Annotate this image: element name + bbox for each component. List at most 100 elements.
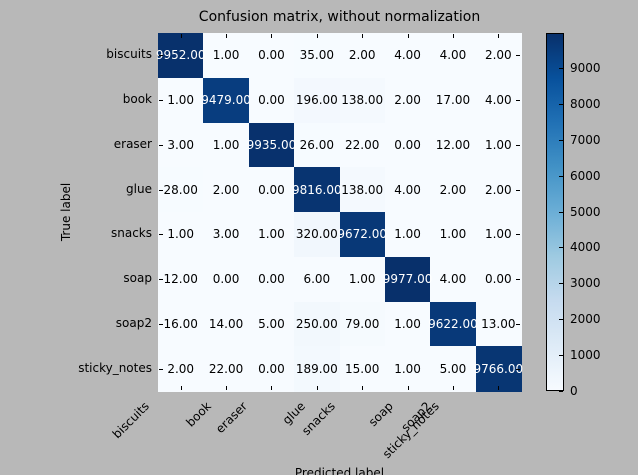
matrix-cell [384,33,431,79]
matrix-cell-value: 2.00 [484,48,512,63]
matrix-cell [475,77,522,123]
x-axis-label: Predicted label [294,466,385,475]
matrix-cell-value: 17.00 [435,93,471,108]
axis-tick [271,34,273,38]
matrix-cell-value: 6.00 [303,272,331,287]
matrix-cell [430,167,477,213]
matrix-cell-value: 0.00 [212,272,240,287]
colorbar-tick [559,140,563,141]
matrix-cell [248,212,295,258]
axis-tick [159,368,163,370]
matrix-cell [430,301,477,347]
matrix-cell [248,167,295,213]
matrix-cell-value: 0.00 [258,361,285,376]
axis-tick [516,189,520,191]
matrix-cell [294,77,340,123]
matrix-cell [384,301,431,347]
matrix-cell-value: 9479.00 [201,93,251,108]
y-tick-label-eraser: eraser [113,136,152,151]
chart-title: Confusion matrix, without normalization [198,9,481,25]
matrix-cell [294,301,340,347]
matrix-cell [248,33,295,79]
matrix-cell [248,77,295,123]
matrix-cell-value: 12.00 [163,272,198,287]
colorbar-tick-label: 3000 [570,276,601,291]
axis-tick [362,34,364,38]
matrix-cell-value: 320.00 [295,227,338,242]
matrix-cell [158,77,204,123]
matrix-cell [339,256,386,302]
axis-tick [516,368,520,370]
axis-tick [516,144,520,146]
matrix-cell-value: 1.00 [348,272,376,287]
matrix-cell-value: 13.00 [481,316,516,331]
matrix-cell [294,212,340,258]
colorbar-tick-label: 7000 [570,132,601,147]
axis-tick [226,386,228,390]
matrix-cell [475,122,522,168]
matrix-cell [158,33,204,79]
axis-tick [498,386,500,390]
matrix-cell-value: 1.00 [167,93,195,108]
matrix-cell [339,122,386,168]
axis-tick [516,100,520,102]
matrix-cell [158,346,204,392]
matrix-cell [384,122,431,168]
matrix-cell-value: 3.00 [212,227,240,242]
matrix-cell [158,256,204,302]
matrix-cell-value: 5.00 [258,316,285,331]
axis-tick [159,323,163,325]
axis-tick [159,144,163,146]
matrix-cell-value: 196.00 [295,93,338,108]
axis-tick [159,279,163,281]
matrix-cell [384,167,431,213]
matrix-cell [294,346,340,392]
colorbar-tick [559,212,563,213]
matrix-cell-value: 2.00 [439,182,467,197]
matrix-cell [339,212,386,258]
colorbar-tick-label: 6000 [570,168,601,183]
matrix-cell-value: 12.00 [435,137,471,152]
y-tick-label-snacks: snacks [110,226,152,241]
matrix-cell-value: 9622.00 [428,316,478,331]
matrix-cell-value: 9935.00 [246,137,297,152]
matrix-cell-value: 1.00 [439,227,467,242]
colorbar-tick-label: 8000 [570,96,601,111]
matrix-cell-value: 0.00 [394,137,421,152]
colorbar-tick-label: 4000 [570,240,601,255]
matrix-cell-value: 14.00 [208,316,244,331]
axis-tick [316,34,318,38]
matrix-cell-value: 9816.00 [292,182,342,197]
matrix-cell-value: 4.00 [394,182,421,197]
matrix-cell [475,301,522,347]
matrix-cell [430,77,477,123]
matrix-cell [339,167,386,213]
matrix-cell [294,167,340,213]
matrix-cell [384,256,431,302]
matrix-cell-value: 0.00 [258,182,285,197]
axis-tick [452,386,454,390]
matrix-cell [203,212,250,258]
matrix-cell-value: 138.00 [341,182,384,197]
matrix-cell [203,167,250,213]
matrix-cell-value: 1.00 [212,137,240,152]
matrix-cell [430,33,477,79]
matrix-cell-value: 35.00 [299,48,334,63]
matrix-cell [203,301,250,347]
matrix-cell-value: 26.00 [299,137,334,152]
colorbar-tick [559,283,563,284]
matrix-cell [430,122,477,168]
axis-tick [362,386,364,390]
heatmap-plot-area: 9952.00 1.00 0.00 35.00 2.00 4.00 4.00 2.00 1.00… [156,33,523,392]
matrix-cell-value: 16.00 [163,316,198,331]
matrix-cell-value: 0.00 [484,272,512,287]
axis-tick [159,189,163,191]
axis-tick [159,100,163,102]
matrix-cell [294,33,340,79]
matrix-cell [475,212,522,258]
matrix-cell [475,167,522,213]
matrix-cell [339,77,386,123]
matrix-cell-value: 0.00 [258,272,285,287]
axis-tick [516,323,520,325]
matrix-cell [430,256,477,302]
